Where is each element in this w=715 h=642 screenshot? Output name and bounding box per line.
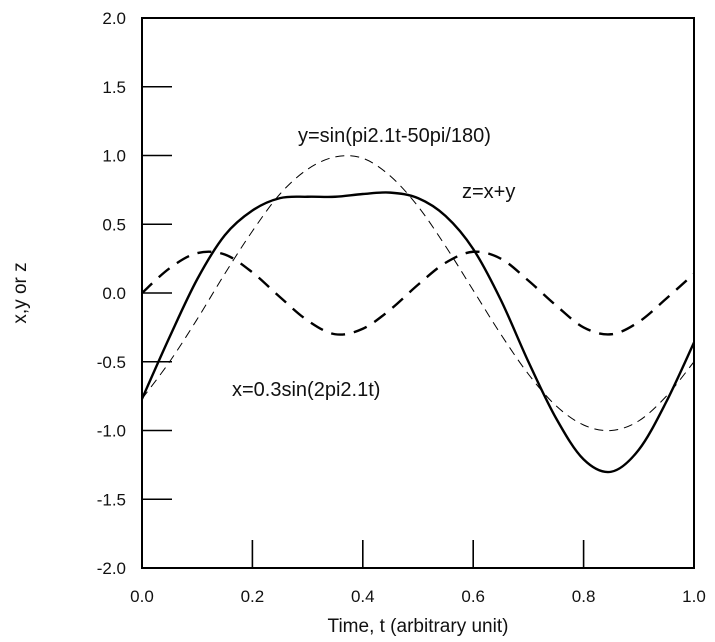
x-tick-label: 0.2 xyxy=(241,587,265,606)
annotation-x: x=0.3sin(2pi2.1t) xyxy=(232,379,380,401)
y-tick-label: -1.5 xyxy=(97,490,126,509)
series-line-1 xyxy=(141,155,695,432)
tick-labels: 2.01.51.00.50.0-0.5-1.0-1.5-2.00.0 0.2 0.4… xyxy=(97,9,706,606)
y-axis-title: x,y or z xyxy=(10,262,31,323)
y-tick-label: 0.5 xyxy=(102,215,126,234)
x-tick-label: 0.4 xyxy=(351,587,375,606)
annotation-z: z=x+y xyxy=(462,181,515,203)
y-tick-label: 0.0 xyxy=(102,284,126,303)
x-axis-title: Time, t (arbitrary unit) xyxy=(328,616,509,637)
y-tick-label: 2.0 xyxy=(102,9,126,28)
x-tick-label: 0.0 xyxy=(130,587,154,606)
series-line-2 xyxy=(140,191,696,474)
annotation-y: y=sin(pi2.1t-50pi/180) xyxy=(298,125,491,147)
y-tick-label: -2.0 xyxy=(97,559,126,578)
x-tick-label: 0.8 xyxy=(572,587,596,606)
x-tick-label: 0.6 xyxy=(461,587,485,606)
y-tick-label: -0.5 xyxy=(97,353,126,372)
y-tick-label: 1.0 xyxy=(102,147,126,166)
series-line-0 xyxy=(141,250,695,336)
plot-frame xyxy=(141,17,695,569)
y-tick-label: 1.5 xyxy=(102,78,126,97)
series-group xyxy=(140,155,696,474)
y-tick-label: -1.0 xyxy=(97,422,126,441)
ticks xyxy=(142,85,585,568)
x-tick-label: 1.0 xyxy=(682,587,706,606)
